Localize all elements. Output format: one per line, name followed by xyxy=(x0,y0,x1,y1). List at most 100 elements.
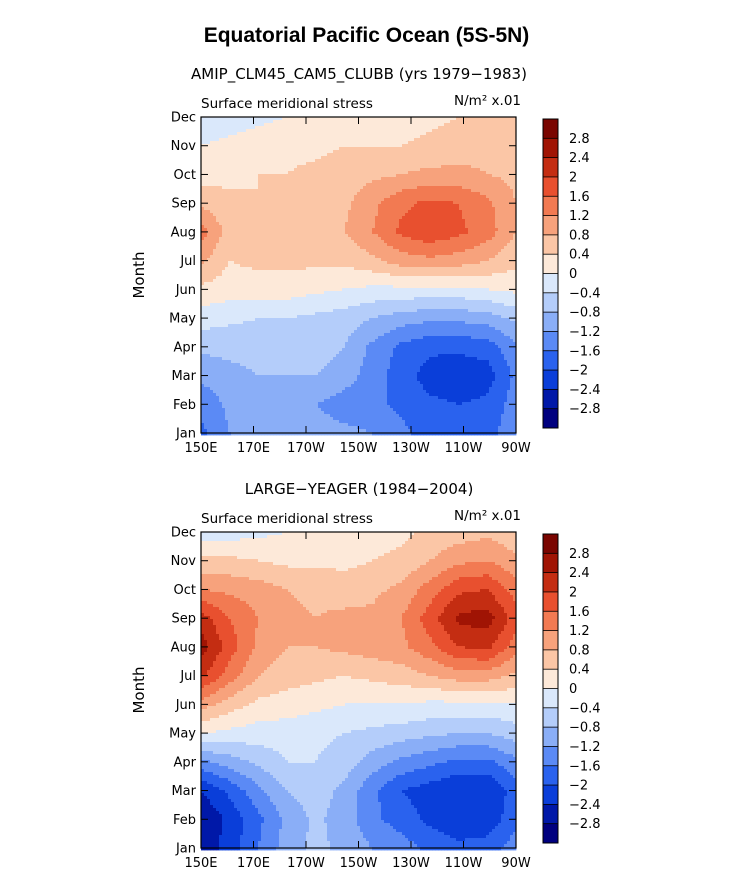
heatmap-cell xyxy=(429,132,433,136)
heatmap-cell xyxy=(489,192,493,196)
heatmap-cell xyxy=(360,207,364,211)
heatmap-cell xyxy=(243,144,247,148)
heatmap-cell xyxy=(264,153,268,157)
heatmap-cell xyxy=(408,210,412,214)
heatmap-cell xyxy=(231,144,235,148)
heatmap-cell xyxy=(357,180,361,184)
heatmap-cell xyxy=(273,210,277,214)
heatmap-cell xyxy=(384,144,388,148)
heatmap-cell xyxy=(360,183,364,187)
heatmap-cell xyxy=(321,171,325,175)
heatmap-cell xyxy=(321,132,325,136)
heatmap-cell xyxy=(264,189,268,193)
heatmap-cell xyxy=(243,207,247,211)
heatmap-cell xyxy=(210,189,214,193)
heatmap-cell xyxy=(378,243,382,247)
heatmap-cell xyxy=(408,222,412,226)
heatmap-cell xyxy=(210,162,214,166)
heatmap-cell xyxy=(381,156,385,160)
heatmap-cell xyxy=(486,225,490,229)
heatmap-cell xyxy=(315,186,319,190)
heatmap-cell xyxy=(243,213,247,217)
heatmap-cell xyxy=(285,156,289,160)
heatmap-cell xyxy=(225,207,229,211)
heatmap-cell xyxy=(387,150,391,154)
heatmap-cell xyxy=(390,207,394,211)
heatmap-cell xyxy=(390,186,394,190)
heatmap-cell xyxy=(264,123,268,127)
heatmap-cell xyxy=(369,249,373,253)
heatmap-cell xyxy=(204,180,208,184)
heatmap-cell xyxy=(351,174,355,178)
heatmap-cell xyxy=(255,159,259,163)
heatmap-cell xyxy=(264,162,268,166)
heatmap-cell xyxy=(246,249,250,253)
heatmap-cell xyxy=(219,243,223,247)
heatmap-cell xyxy=(450,192,454,196)
heatmap-cell xyxy=(243,204,247,208)
heatmap-cell xyxy=(300,192,304,196)
heatmap-cell xyxy=(306,141,310,145)
heatmap-cell xyxy=(249,228,253,232)
heatmap-cell xyxy=(366,228,370,232)
heatmap-cell xyxy=(465,228,469,232)
heatmap-cell xyxy=(375,249,379,253)
heatmap-cell xyxy=(267,159,271,163)
heatmap-cell xyxy=(330,204,334,208)
heatmap-cell xyxy=(297,252,301,256)
heatmap-cell xyxy=(465,141,469,145)
heatmap-cell xyxy=(339,201,343,205)
heatmap-cell xyxy=(435,255,439,259)
heatmap-cell xyxy=(477,165,481,169)
heatmap-cell xyxy=(294,201,298,205)
heatmap-cell xyxy=(480,192,484,196)
heatmap-cell xyxy=(390,126,394,130)
heatmap-cell xyxy=(459,255,463,259)
heatmap-cell xyxy=(294,171,298,175)
heatmap-cell xyxy=(234,249,238,253)
heatmap-cell xyxy=(414,252,418,256)
heatmap-cell xyxy=(243,249,247,253)
heatmap-cell xyxy=(384,159,388,163)
heatmap-cell xyxy=(279,186,283,190)
heatmap-cell xyxy=(507,153,511,157)
heatmap-cell xyxy=(300,156,304,160)
heatmap-cell xyxy=(339,204,343,208)
heatmap-cell xyxy=(234,117,238,121)
heatmap-cell xyxy=(375,243,379,247)
heatmap-cell xyxy=(492,162,496,166)
heatmap-cell xyxy=(234,144,238,148)
heatmap-cell xyxy=(417,204,421,208)
heatmap-cell xyxy=(480,123,484,127)
heatmap-cell xyxy=(255,249,259,253)
heatmap-cell xyxy=(228,144,232,148)
heatmap-cell xyxy=(507,222,511,226)
heatmap-cell xyxy=(234,201,238,205)
heatmap-cell xyxy=(387,126,391,130)
heatmap-cell xyxy=(465,207,469,211)
heatmap-cell xyxy=(294,198,298,202)
heatmap-cell xyxy=(342,195,346,199)
heatmap-cell xyxy=(471,147,475,151)
heatmap-cell xyxy=(288,219,292,223)
heatmap-cell xyxy=(414,222,418,226)
heatmap-cell xyxy=(402,246,406,250)
heatmap-cell xyxy=(408,120,412,124)
heatmap-cell xyxy=(201,225,205,229)
heatmap-cell xyxy=(219,234,223,238)
heatmap-cell xyxy=(240,192,244,196)
heatmap-cell xyxy=(258,252,262,256)
heatmap-cell xyxy=(420,168,424,172)
heatmap-cell xyxy=(348,225,352,229)
heatmap-cell xyxy=(387,204,391,208)
heatmap-cell xyxy=(429,129,433,133)
heatmap-cell xyxy=(405,156,409,160)
heatmap-cell xyxy=(288,240,292,244)
heatmap-cell xyxy=(291,162,295,166)
heatmap-cell xyxy=(261,240,265,244)
heatmap-cell xyxy=(498,174,502,178)
heatmap-cell xyxy=(489,132,493,136)
heatmap-cell xyxy=(468,249,472,253)
heatmap-cell xyxy=(312,219,316,223)
heatmap-cell xyxy=(303,201,307,205)
